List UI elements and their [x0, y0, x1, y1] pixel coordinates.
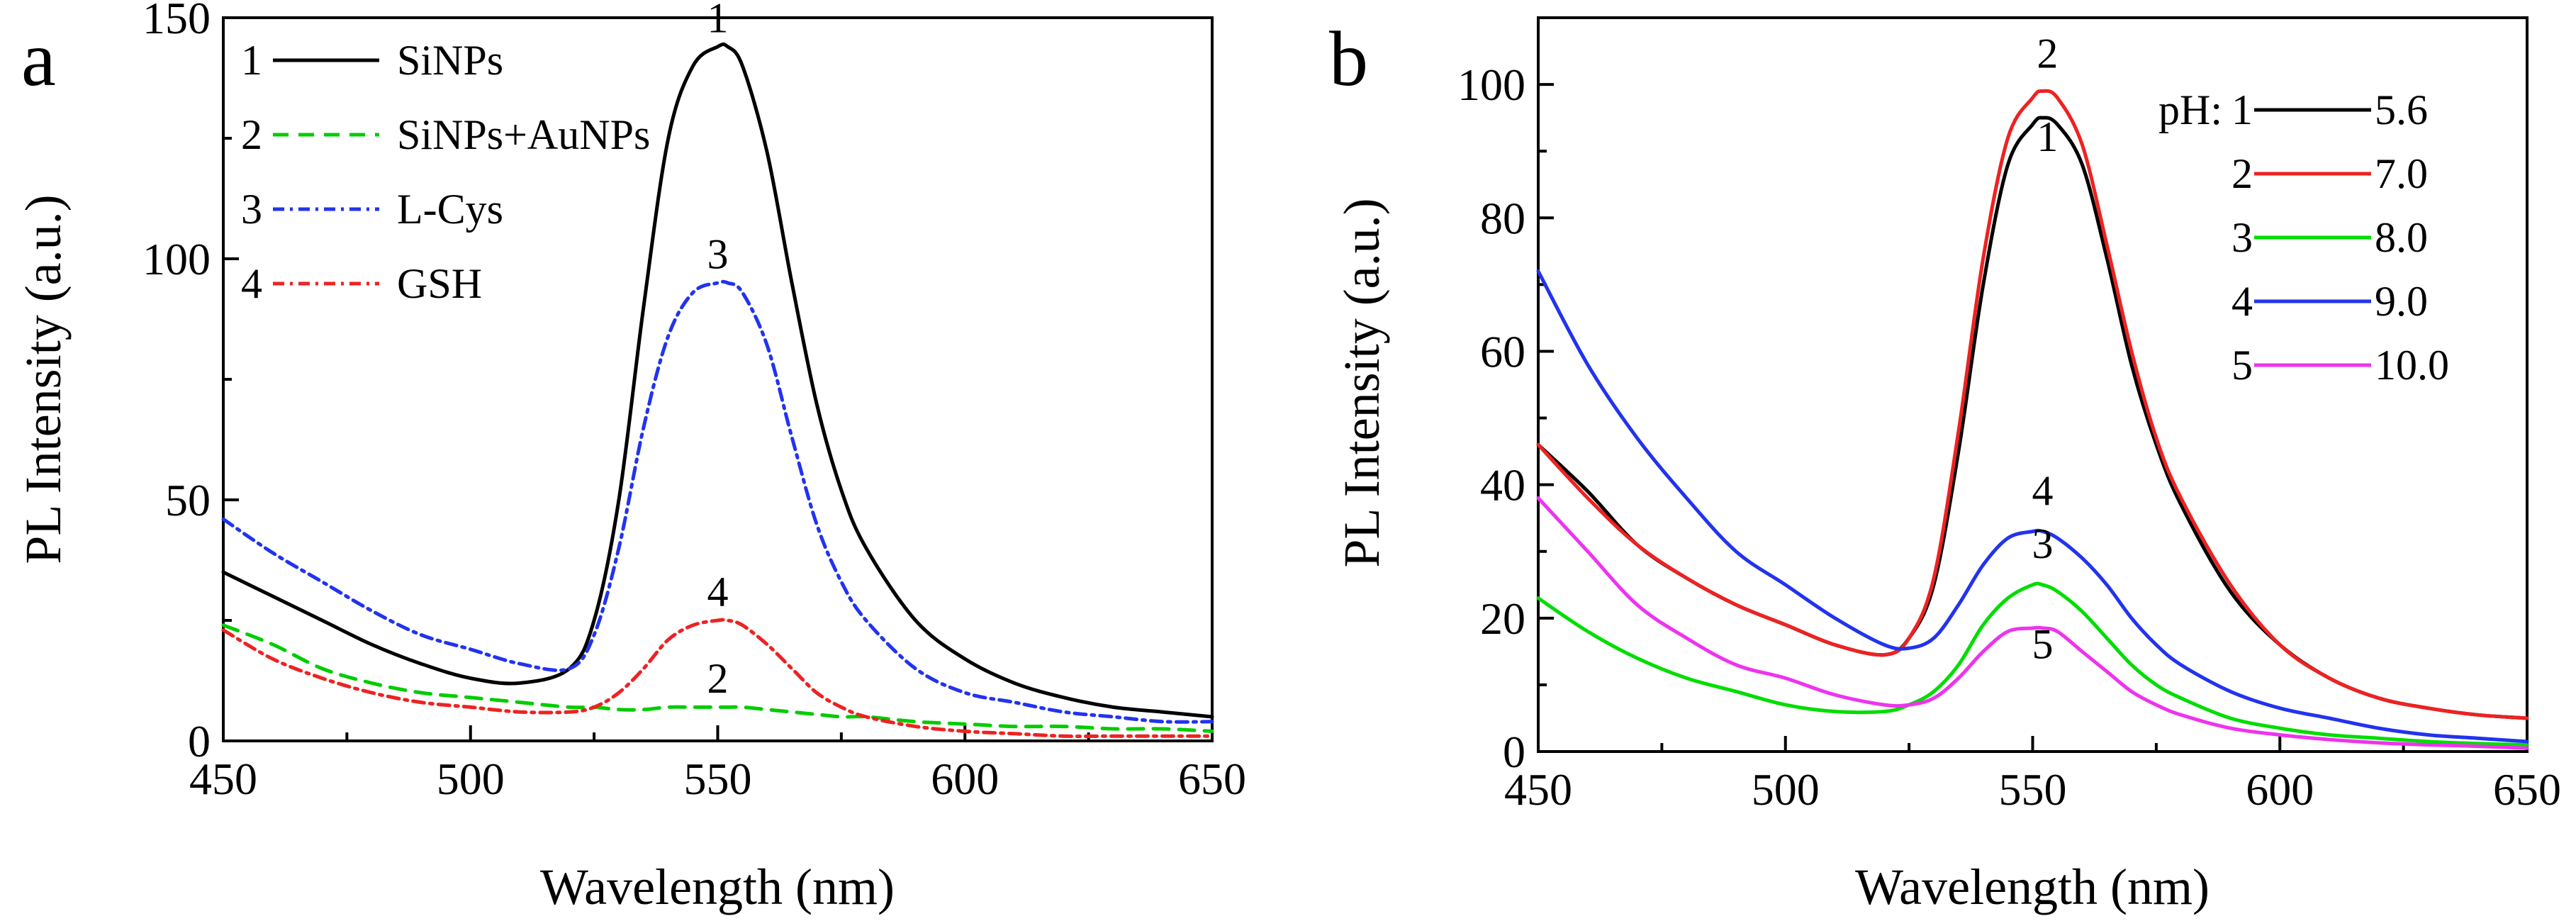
panel-b: b 450 500 550 600 650 0 20 40 60 80 100 2 1 4 3 5 pH: …	[1329, 16, 2561, 915]
y-tick-label: 150	[142, 0, 211, 43]
series-line-3	[1536, 581, 2529, 747]
legend-id: 3	[2231, 214, 2253, 261]
peak-labels-b: 2 1 4 3 5	[2032, 30, 2058, 668]
peak-label: 2	[707, 655, 729, 702]
legend-prefix: pH:	[2158, 86, 2222, 133]
legend-id: 4	[2231, 278, 2253, 325]
x-tick-label: 650	[1178, 754, 1246, 804]
x-tick-label: 450	[1504, 764, 1572, 815]
peak-labels-a: 1 3 4 2	[707, 0, 729, 702]
panel-label-a: a	[21, 16, 56, 102]
x-tick-label: 600	[2246, 764, 2314, 815]
y-axis-label-b: PL Intensity (a.u.)	[1333, 198, 1390, 567]
x-tick-label: 500	[437, 754, 505, 804]
series-line-1	[221, 42, 1214, 719]
legend-label: 9.0	[2375, 278, 2428, 325]
series-line-5	[1536, 496, 2529, 750]
legend-id: 1	[241, 37, 262, 84]
series-line-4	[1536, 269, 2529, 744]
legend-id: 2	[241, 111, 262, 158]
peak-label: 4	[2032, 467, 2053, 514]
series-line-2	[221, 623, 1214, 733]
legend-id: 5	[2231, 342, 2253, 389]
legend-label: 5.6	[2375, 86, 2428, 133]
peak-label: 1	[2037, 113, 2058, 160]
curves-a	[221, 42, 1214, 738]
series-line-4	[221, 618, 1214, 738]
x-tick-label: 450	[189, 754, 257, 804]
legend-label: L-Cys	[397, 186, 503, 233]
peak-label: 2	[2037, 30, 2058, 77]
peak-label: 3	[2032, 520, 2053, 567]
curves-b	[1536, 89, 2529, 750]
panel-label-b: b	[1329, 16, 1368, 102]
y-tick-label: 0	[1503, 727, 1525, 777]
legend-id: 3	[241, 186, 262, 233]
y-tick-label: 80	[1480, 193, 1525, 243]
peak-label: 5	[2032, 620, 2053, 667]
legend-label: 7.0	[2375, 150, 2428, 197]
legend-id: 4	[241, 260, 262, 307]
legend-label: 10.0	[2375, 342, 2449, 389]
x-tick-label: 550	[684, 754, 752, 804]
axis-ticks-b: 450 500 550 600 650 0 20 40 60 80 100	[1457, 60, 2561, 815]
series-line-2	[1536, 89, 2529, 720]
legend-id: 2	[2231, 150, 2253, 197]
x-axis-label-b: Wavelength (nm)	[1855, 859, 2210, 915]
legend-b: pH: 1 5.6 2 7.0 3 8.0 4 9.0 5 10.0	[2158, 86, 2449, 389]
legend-a: 1 SiNPs 2 SiNPs+AuNPs 3 L-Cys 4 GSH	[241, 37, 650, 307]
y-tick-label: 20	[1480, 593, 1525, 644]
legend-label: SiNPs	[397, 37, 503, 84]
x-tick-label: 500	[1752, 764, 1820, 815]
axis-ticks-a: 450 500 550 600 650 0 50 100 150	[142, 0, 1246, 804]
x-tick-label: 550	[1999, 764, 2067, 815]
x-axis-label-a: Wavelength (nm)	[540, 859, 895, 915]
plot-frame-a	[222, 16, 1214, 742]
legend-label: SiNPs+AuNPs	[397, 111, 650, 158]
legend-id: 1	[2231, 86, 2253, 133]
legend-label: 8.0	[2375, 214, 2428, 261]
y-tick-label: 100	[142, 234, 211, 284]
y-tick-label: 0	[188, 716, 211, 766]
y-tick-label: 60	[1480, 326, 1525, 376]
series-line-3	[221, 279, 1214, 724]
peak-label: 3	[707, 231, 729, 278]
x-tick-label: 600	[931, 754, 999, 804]
y-axis-label-a: PL Intensity (a.u.)	[15, 194, 72, 564]
y-tick-label: 50	[165, 475, 211, 525]
y-tick-label: 40	[1480, 460, 1525, 510]
peak-label: 1	[707, 0, 729, 41]
legend-label: GSH	[397, 260, 482, 307]
x-tick-label: 650	[2493, 764, 2561, 815]
y-tick-label: 100	[1457, 60, 1525, 110]
panel-a: a 450 500 550 600 650 0 50 100 150 1 3 4 2 1 SiNPs …	[15, 0, 1246, 915]
peak-label: 4	[707, 569, 729, 615]
